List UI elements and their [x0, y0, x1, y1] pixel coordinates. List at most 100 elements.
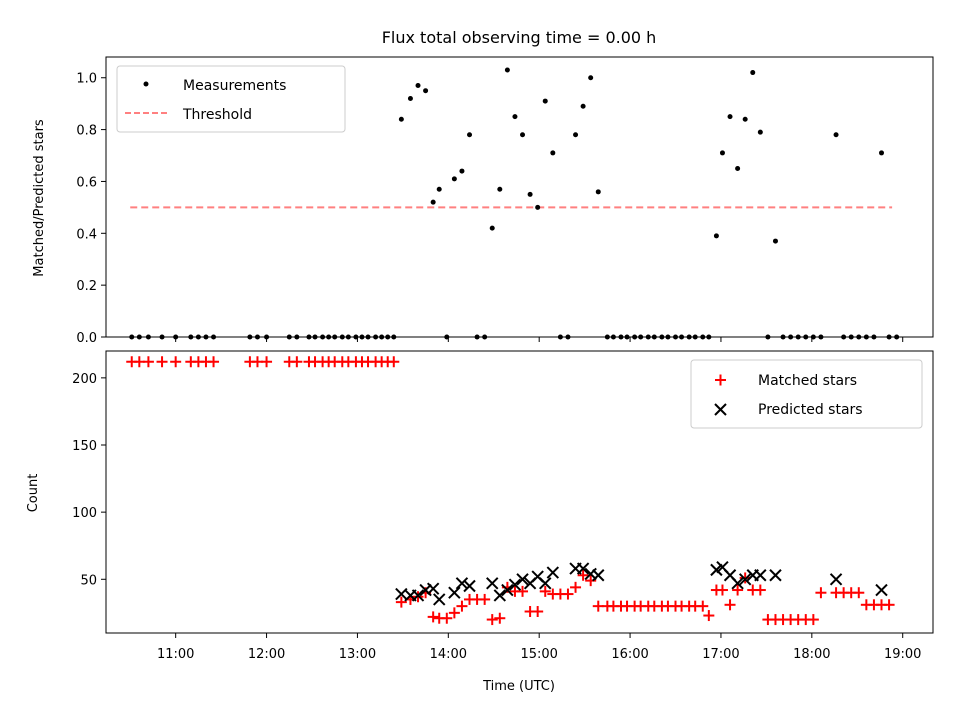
top-y-tick-label: 0.6	[76, 175, 97, 190]
measurement-point	[772, 238, 778, 244]
bottom-x-tick-label: 19:00	[884, 647, 921, 662]
measurement-point	[573, 132, 579, 138]
bottom-x-tick-label: 16:00	[611, 647, 648, 662]
matched-star-point	[754, 584, 766, 596]
matched-star-point	[479, 593, 491, 605]
predicted-star-point	[486, 577, 499, 590]
matched-star-point	[716, 584, 728, 596]
matched-star-point	[517, 585, 529, 597]
bottom-x-tick-label: 17:00	[702, 647, 739, 662]
matched-star-point	[170, 356, 182, 368]
measurement-point	[512, 114, 518, 120]
matched-star-point	[291, 356, 303, 368]
measurements-legend-label: Measurements	[183, 78, 286, 94]
matched-legend-label: Matched stars	[758, 373, 857, 389]
predicted-star-point	[448, 586, 461, 599]
measurement-point	[542, 98, 548, 104]
threshold-legend-label: Threshold	[182, 107, 252, 123]
measurement-point	[750, 70, 756, 76]
bottom-y-tick-label: 200	[72, 372, 97, 387]
predicted-star-point	[463, 579, 476, 593]
predicted-star-point	[754, 569, 767, 582]
predicted-star-point	[546, 566, 560, 579]
measurement-point	[467, 132, 473, 138]
predicted-star-point	[576, 562, 590, 575]
matched-star-point	[883, 599, 895, 611]
bottom-y-tick-label: 100	[72, 506, 97, 521]
measurement-point	[415, 83, 421, 89]
top-axes-frame	[105, 56, 934, 338]
bottom-axes-frame	[105, 350, 934, 634]
matched-star-point	[703, 610, 715, 622]
matched-star-point	[539, 585, 551, 597]
measurement-point	[757, 129, 763, 135]
matched-star-point	[494, 612, 506, 624]
matched-star-point	[456, 600, 468, 612]
predicted-star-point	[433, 593, 446, 606]
measurement-point	[520, 132, 526, 138]
measurement-point	[423, 88, 429, 94]
predicted-star-point	[516, 573, 529, 586]
matched-star-point	[261, 356, 273, 368]
matched-legend-marker	[715, 374, 726, 386]
bottom-y-tick-label: 50	[80, 573, 97, 588]
bottom-x-tick-label: 18:00	[793, 647, 830, 662]
top-legend: Measurements Threshold	[116, 65, 346, 133]
matched-star-point	[732, 584, 744, 596]
predicted-star-point	[426, 582, 440, 595]
predicted-star-point	[508, 578, 522, 591]
matched-star-point	[697, 600, 709, 612]
bottom-x-tick-label: 15:00	[520, 647, 557, 662]
predicted-star-point	[501, 583, 514, 597]
measurement-point	[398, 116, 404, 122]
measurement-point	[504, 67, 510, 73]
measurement-point	[727, 114, 733, 120]
measurement-point	[459, 168, 465, 174]
matched-star-point	[570, 581, 582, 593]
top-chart-title: Flux total observing time = 0.00 h	[382, 28, 657, 47]
top-legend-box	[116, 65, 346, 133]
measurement-point	[451, 176, 457, 182]
matched-star-point	[156, 356, 168, 368]
predicted-star-point	[493, 589, 507, 602]
matched-star-point	[853, 587, 865, 599]
matched-star-point	[486, 614, 498, 626]
matched-star-point	[815, 587, 827, 599]
predicted-star-point	[731, 577, 744, 590]
bottom-x-tick-label: 14:00	[430, 647, 467, 662]
measurement-point	[535, 204, 541, 210]
measurement-point	[430, 199, 436, 205]
predicted-star-point	[539, 577, 552, 590]
predicted-star-point	[769, 569, 782, 582]
measurement-point	[595, 189, 601, 195]
top-y-tick-label: 0.0	[76, 331, 97, 346]
predicted-star-point	[455, 577, 469, 590]
predicted-legend-marker	[714, 403, 727, 416]
predicted-legend-label: Predicted stars	[758, 402, 863, 418]
top-y-axis-label: Matched/Predicted stars	[32, 119, 47, 277]
measurement-point	[833, 132, 839, 138]
measurement-point	[879, 150, 885, 156]
measurement-point	[497, 186, 503, 192]
top-y-tick-label: 0.4	[76, 227, 97, 242]
matched-star-point	[724, 599, 736, 611]
measurement-point	[588, 75, 594, 81]
measurement-point	[580, 103, 586, 109]
matched-star-point	[208, 356, 220, 368]
top-y-tick-label: 0.8	[76, 124, 97, 139]
top-y-tick-label: 1.0	[76, 72, 97, 87]
measurement-point	[436, 186, 442, 192]
matched-star-point	[142, 356, 154, 368]
bottom-legend: Matched stars Predicted stars	[690, 359, 923, 429]
top-plot-area: 0.0 0.2 0.4 0.6 0.8 1.0	[76, 67, 904, 346]
matched-star-point	[388, 356, 400, 368]
matched-star-point	[427, 611, 439, 623]
bottom-x-tick-label: 13:00	[339, 647, 376, 662]
predicted-star-point	[411, 589, 425, 602]
measurements-legend-marker	[143, 81, 149, 87]
measurement-point	[719, 150, 725, 156]
matched-star-point	[807, 614, 819, 626]
bottom-y-axis-label: Count	[26, 474, 41, 513]
predicted-star-point	[829, 573, 843, 586]
